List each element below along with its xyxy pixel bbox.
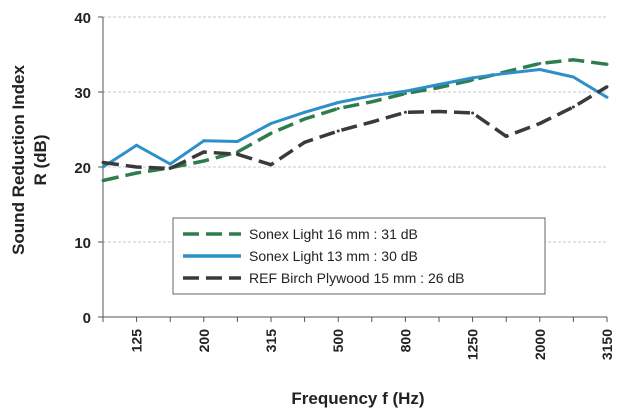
data-point — [538, 68, 542, 71]
x-tick-label: 500 — [330, 329, 346, 353]
series-lines — [101, 58, 609, 183]
data-point — [168, 167, 172, 170]
data-point — [303, 117, 307, 121]
grid — [103, 16, 607, 243]
data-point — [571, 75, 575, 79]
legend-label-3: REF Birch Plywood 15 mm : 26 dB — [249, 270, 465, 286]
data-point — [303, 140, 307, 144]
series-line-3 — [102, 85, 608, 171]
legend-label-2: Sonex Light 13 mm : 30 dB — [249, 248, 418, 264]
data-point — [135, 165, 139, 169]
data-point — [504, 134, 508, 138]
data-point — [571, 58, 575, 62]
data-point — [202, 159, 206, 163]
legend-label-1: Sonex Light 16 mm : 31 dB — [249, 226, 418, 242]
data-point — [403, 89, 407, 93]
data-point — [437, 86, 441, 89]
series-line-1 — [102, 58, 608, 183]
data-point — [605, 62, 609, 66]
data-point — [303, 110, 307, 114]
x-tick-label: 1250 — [465, 329, 481, 360]
data-point — [471, 111, 475, 115]
data-point — [235, 152, 239, 156]
data-point — [269, 131, 273, 135]
series-line-2 — [102, 68, 608, 169]
data-point — [370, 100, 374, 104]
axes: 0 10 20 30 40 125 200 315 500 800 1250 2000 3150 — [74, 10, 615, 360]
data-point — [437, 83, 441, 86]
data-point — [471, 76, 475, 80]
y-tick-label: 30 — [74, 85, 91, 102]
data-point — [370, 120, 374, 124]
data-point — [168, 162, 172, 166]
y-axis-title-line-2: R (dB) — [31, 135, 50, 186]
y-tick-label: 40 — [74, 10, 91, 27]
data-point — [235, 140, 239, 143]
data-point — [135, 143, 139, 147]
x-tick-label: 200 — [196, 329, 212, 353]
data-point — [605, 95, 609, 99]
legend: Sonex Light 16 mm : 31 dB Sonex Light 13 … — [172, 217, 546, 295]
y-axis-title-line-1: Sound Reduction Index — [9, 65, 28, 255]
data-point — [269, 163, 273, 167]
data-point — [437, 110, 441, 113]
data-point — [538, 62, 542, 65]
y-tick-label: 10 — [74, 235, 91, 252]
data-point — [135, 171, 139, 175]
data-point — [605, 85, 609, 89]
data-point — [101, 161, 105, 164]
y-tick-label: 0 — [83, 310, 91, 327]
x-tick-label: 3150 — [599, 329, 615, 360]
data-point — [538, 122, 542, 125]
data-point — [336, 101, 340, 104]
data-point — [403, 110, 407, 114]
data-point — [336, 129, 340, 133]
y-tick-label: 20 — [74, 160, 91, 177]
x-tick-label: 315 — [263, 329, 279, 353]
data-point — [101, 165, 105, 169]
data-point — [571, 105, 575, 109]
data-point — [504, 71, 508, 75]
data-point — [370, 94, 374, 98]
x-tick-label: 800 — [397, 329, 413, 353]
legend-box — [172, 217, 546, 295]
data-point — [202, 150, 206, 154]
x-tick-label: 2000 — [532, 329, 548, 360]
x-axis-title: Frequency f (Hz) — [291, 389, 424, 408]
data-point — [269, 122, 273, 125]
x-tick-label: 125 — [129, 329, 145, 353]
data-point — [336, 107, 340, 110]
data-point — [202, 139, 206, 143]
data-point — [101, 179, 105, 182]
